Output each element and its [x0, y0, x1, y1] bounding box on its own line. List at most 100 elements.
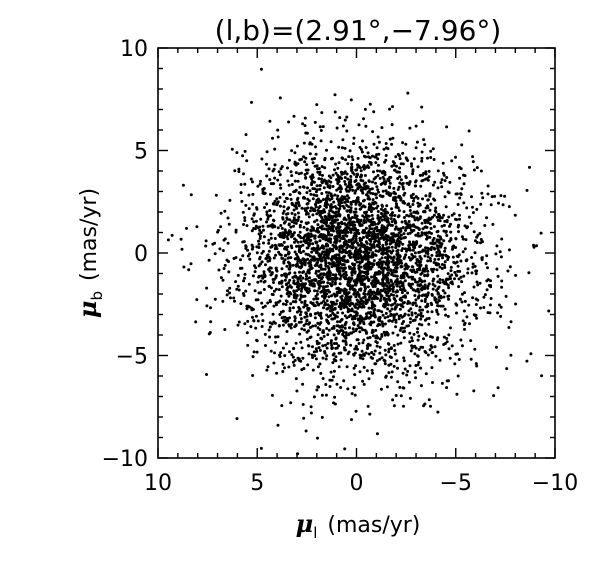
data-point: [330, 308, 334, 312]
data-point: [207, 258, 211, 262]
data-point: [471, 155, 475, 159]
data-point: [302, 270, 306, 274]
data-point: [348, 265, 352, 269]
data-point: [335, 226, 338, 230]
data-point: [281, 256, 284, 260]
data-point: [270, 322, 274, 326]
data-point: [432, 225, 436, 229]
data-point: [475, 280, 479, 284]
data-point: [433, 198, 437, 202]
data-point: [262, 228, 265, 232]
data-point: [281, 302, 285, 306]
data-point: [372, 294, 376, 298]
data-point: [292, 289, 296, 293]
data-point: [358, 166, 362, 170]
data-point: [314, 152, 318, 156]
data-point: [391, 211, 394, 215]
data-point: [367, 352, 371, 356]
data-point: [366, 151, 370, 155]
data-point: [373, 236, 377, 240]
data-point: [386, 147, 390, 151]
data-point: [255, 339, 259, 343]
data-point: [272, 209, 276, 213]
data-point: [378, 345, 382, 349]
data-point: [365, 185, 369, 189]
data-point: [280, 226, 284, 230]
data-point: [257, 239, 260, 243]
data-point: [387, 179, 391, 183]
data-point: [418, 255, 422, 258]
data-point: [335, 206, 338, 210]
data-point: [362, 305, 366, 309]
data-point: [278, 353, 282, 357]
data-point: [404, 228, 407, 232]
data-point: [458, 196, 462, 200]
data-point: [344, 334, 348, 337]
data-point: [307, 234, 311, 238]
data-point: [228, 198, 232, 202]
data-point: [488, 311, 492, 315]
data-point: [463, 224, 467, 228]
data-point: [473, 239, 477, 243]
data-point: [427, 231, 430, 235]
data-point: [369, 220, 373, 224]
data-point: [396, 254, 400, 258]
data-point: [463, 327, 466, 331]
data-point: [373, 308, 377, 311]
data-point: [441, 161, 445, 165]
data-point: [342, 273, 346, 276]
data-point: [367, 298, 371, 302]
data-point: [371, 328, 375, 332]
data-point: [274, 253, 278, 257]
data-point: [237, 167, 241, 171]
data-point: [279, 351, 283, 355]
data-point: [305, 228, 309, 232]
data-point: [262, 270, 266, 274]
data-point: [260, 325, 264, 328]
data-point: [364, 240, 368, 244]
data-point: [347, 282, 350, 286]
data-point: [325, 327, 329, 330]
data-point: [335, 277, 339, 280]
data-point: [384, 256, 387, 260]
data-point: [366, 269, 370, 273]
data-point: [256, 280, 260, 284]
data-point: [298, 158, 302, 162]
data-point: [209, 320, 213, 324]
data-point: [414, 311, 417, 315]
data-point: [318, 322, 322, 326]
data-point: [429, 202, 433, 206]
data-point: [356, 197, 360, 201]
data-point: [237, 170, 241, 174]
data-point: [269, 192, 272, 196]
data-point: [352, 321, 356, 325]
data-point: [330, 294, 334, 298]
data-point: [412, 332, 416, 336]
data-point: [262, 187, 266, 190]
data-point: [416, 338, 420, 342]
data-point: [427, 322, 431, 326]
data-point: [371, 154, 374, 158]
data-point: [354, 344, 358, 348]
data-point: [514, 302, 518, 306]
data-point: [410, 339, 414, 343]
data-point: [316, 209, 320, 212]
data-point: [460, 187, 464, 191]
data-point: [260, 251, 264, 255]
data-point: [499, 305, 503, 309]
data-point: [261, 191, 265, 195]
data-point: [460, 344, 464, 348]
data-point: [289, 302, 293, 306]
data-point: [243, 276, 246, 280]
data-point: [324, 202, 328, 206]
data-point: [380, 310, 384, 314]
data-point: [354, 210, 358, 214]
data-point: [430, 292, 434, 296]
data-point: [320, 180, 324, 184]
data-point: [370, 296, 374, 300]
data-point: [376, 245, 380, 248]
data-point: [379, 233, 383, 237]
data-point: [343, 180, 347, 183]
data-point: [430, 351, 434, 355]
data-point: [317, 286, 321, 290]
